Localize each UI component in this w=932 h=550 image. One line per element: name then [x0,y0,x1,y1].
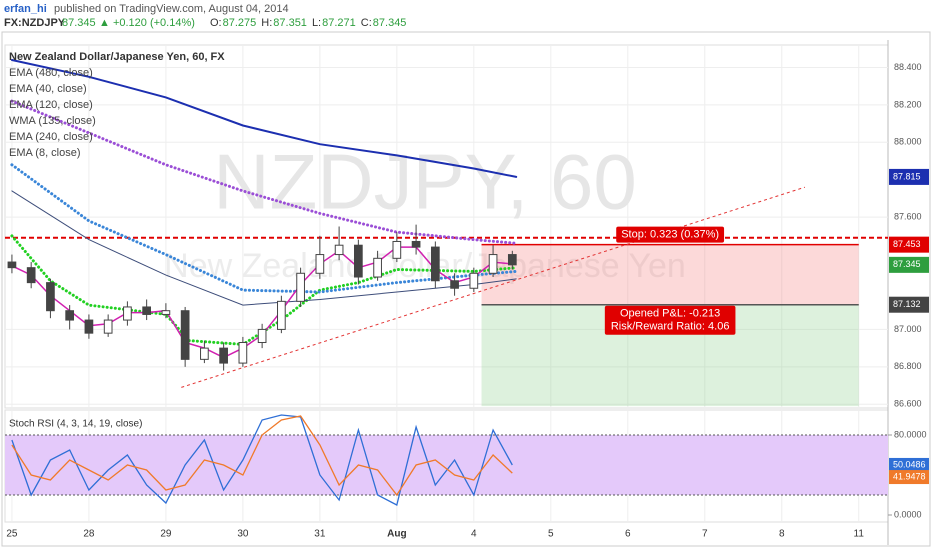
publisher[interactable]: erfan_hi [4,3,47,15]
x-tick-label: 8 [779,529,785,540]
x-tick-label: 6 [625,529,631,540]
ohlc-label: H: [261,17,272,29]
stoch-line [11,415,513,497]
candle-body [7,261,17,269]
candle-body [469,272,479,289]
candle-body [334,244,344,256]
legend-entry: EMA (240, close) [9,131,93,143]
ohlc-value: 87.351 [273,17,307,29]
trend-line [181,186,806,388]
last-value: 50.0486 [893,459,926,469]
price-label: 87.453 [893,239,921,249]
x-tick-label: 28 [83,529,95,540]
frame [1,31,931,547]
candle-body [46,282,55,312]
legend-entry: EMA (120, close) [9,99,93,111]
x-tick-label: Aug [387,529,406,540]
x-tick-label: 7 [702,529,708,540]
candle-body [142,306,151,315]
x-tick-label: 29 [160,529,172,540]
last-value-box [889,470,929,485]
change: ▲ +0.120 (+0.14%) [99,17,195,29]
candle-body [219,347,228,364]
stop-label-box [616,226,725,243]
x-tick-label: 30 [237,529,249,540]
legend-entry: WMA (135, close) [9,115,96,127]
candle-body [257,328,267,344]
price-label-box [889,256,929,273]
candle-body [26,267,36,284]
last-value-box [889,457,929,472]
ohlc-value: 87.275 [223,17,257,29]
candle-body [450,280,459,289]
x-tick-label: 25 [6,529,18,540]
x-tick-label: 5 [548,529,554,540]
y-tick-label: 88.200 [894,99,922,109]
last-price: 87.345 [62,17,96,29]
last-value: 41.9478 [893,471,926,481]
candle-body [123,306,132,321]
ohlc-value: 87.345 [373,17,407,29]
pane-title: New Zealand Dollar/Japanese Yen, 60, FX [9,51,225,63]
legend-entry: EMA (8, close) [9,147,81,159]
pnl-label: Opened P&L: -0.213 [620,308,720,320]
watermark: NZDJPY, 60 [213,138,636,226]
y-tick-label: 0.0000 [894,509,922,519]
candle-body [430,246,440,282]
y-tick-label: 88.000 [894,137,922,147]
candle-body [277,300,286,330]
rr-label: Risk/Reward Ratio: 4.06 [611,321,730,333]
price-label: 87.815 [893,171,921,181]
candle-body [84,319,94,334]
y-tick-label: 87.600 [894,212,922,222]
y-tick-label: 86.600 [894,399,922,409]
candle-body [488,254,498,274]
candle-body [238,342,248,364]
y-tick-label: 87.000 [894,324,922,334]
candle-body [103,319,113,334]
price-label: 87.132 [893,299,921,309]
candle-body [354,244,363,278]
plot [11,414,513,506]
candle-body [200,347,209,360]
band [5,435,888,495]
candle-body [180,310,190,360]
candle-body [65,310,75,321]
y-tick-label: 88.400 [894,62,922,72]
candle-body [373,257,382,278]
price-label-box [889,296,929,313]
x-tick-label: 11 [854,529,865,540]
ohlc-value: 87.271 [322,17,356,29]
candle-body [315,254,325,274]
moving-average [10,59,518,178]
stop-zone [481,244,859,305]
legend-entry: EMA (40, close) [9,83,87,95]
price-label: 87.345 [893,259,921,269]
candle-body [161,310,171,315]
symbol: FX:NZDJPY [4,17,66,29]
ohlc-label: L: [312,17,321,29]
candle-body [507,254,517,266]
plot [5,59,888,407]
y-tick-label: 86.800 [894,361,922,371]
price-label-box [889,168,929,185]
stop-label: Stop: 0.323 (0.37%) [621,229,719,241]
y-tick-label: 80.0000 [894,429,927,439]
moving-average [10,99,518,245]
price-label-box [889,236,929,253]
moving-average [10,163,518,294]
pane-title: Stoch RSI (4, 3, 14, 19, close) [9,419,142,430]
candle-body [296,272,305,302]
candle-body [392,240,402,259]
published: published on TradingView.com, August 04,… [54,3,289,15]
ohlc-label: C: [361,17,372,29]
x-tick-label: 4 [471,529,477,540]
candle-body [411,240,421,248]
pnl-box [604,305,736,335]
legend-entry: EMA (480, close) [9,67,93,79]
ohlc-label: O: [210,17,222,29]
stoch-line [11,414,513,506]
x-tick-label: 31 [314,529,326,540]
